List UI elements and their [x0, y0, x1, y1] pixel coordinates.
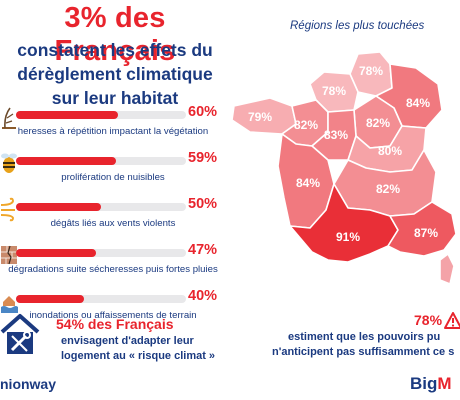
bar-category-label: heresses à répétition impactant la végét…	[17, 126, 209, 137]
bar	[16, 157, 117, 165]
drought-icon	[2, 107, 16, 129]
opinionway-logo: nionway	[0, 376, 57, 392]
bar-row: 59% prolifération de nuisibles	[0, 150, 230, 186]
bar-value-label: 50%	[188, 196, 218, 212]
map-region-label: 83%	[324, 128, 348, 142]
subtitle-line-2: dérèglement climatique	[17, 64, 213, 84]
warning-icon	[444, 312, 460, 329]
bar-track	[16, 249, 186, 257]
anticipation-headline: 78%	[414, 312, 443, 328]
bigmat-logo: BigM	[410, 374, 452, 394]
main-title: 3% des Français	[54, 2, 176, 67]
bar-row: 60% heresses à répétition impactant la v…	[0, 104, 230, 140]
bar-track	[16, 111, 186, 119]
bar-value-label: 60%	[188, 104, 218, 120]
map-region-label: 78%	[322, 84, 346, 98]
bar-category-label: dégâts liés aux vents violents	[50, 218, 176, 229]
bar-row: 50% dégâts liés aux vents violents	[0, 196, 230, 232]
map-region-label: 82%	[376, 182, 400, 196]
map-region-label: 87%	[414, 226, 438, 240]
bar-row: 47% dégradations suite sécheresses puis …	[0, 242, 230, 278]
wind-icon	[0, 197, 15, 222]
bar-track	[16, 203, 186, 211]
adapt-housing-text: envisagent d'adapter leur logement au « …	[61, 334, 246, 364]
bar	[16, 295, 84, 303]
flood-icon	[1, 296, 18, 313]
map-title: Régions les plus touchées	[290, 20, 425, 32]
bar-value-label: 47%	[188, 242, 218, 258]
bar-row: 40% inondations ou affaissements de terr…	[0, 288, 230, 324]
bar-track	[16, 295, 186, 303]
cracked-wall-icon	[1, 245, 17, 265]
map-region-label: 84%	[296, 176, 320, 190]
house-tools-icon	[0, 314, 40, 354]
bar-track	[16, 157, 186, 165]
bigmat-logo-part-2: M	[437, 374, 452, 393]
map-region-label: 80%	[378, 144, 402, 158]
bar-value-label: 59%	[188, 150, 218, 166]
wasp-icon	[1, 153, 17, 173]
map-region-label: 82%	[294, 118, 318, 132]
map-labels: 78% 78% 79% 82% 84% 82% 83% 80% 84% 82% 91% 87%	[248, 64, 438, 244]
bar-category-label: inondations ou affaissements de terrain	[29, 310, 197, 321]
bar-category-label: prolifération de nuisibles	[61, 172, 165, 183]
bar	[16, 249, 96, 257]
map-region-label: 78%	[359, 64, 383, 78]
map-region	[311, 109, 357, 161]
subtitle: constatent les effets du dérèglement cli…	[0, 38, 230, 110]
anticipation-line-1: estiment que les pouvoirs pu	[288, 331, 441, 343]
map-region-label: 84%	[406, 96, 430, 110]
adapt-housing-headline: 54% des Français	[56, 316, 174, 332]
bar-value-label: 40%	[188, 288, 218, 304]
map-region	[439, 253, 455, 285]
adapt-housing-stat: 54% des Français envisagent d'adapter le…	[56, 316, 246, 364]
bar	[16, 203, 101, 211]
map-region-label: 79%	[248, 110, 272, 124]
france-regions-map: 78% 78% 79% 82% 84% 82% 83% 80% 84% 82% 91% 87%	[231, 51, 457, 285]
adapt-housing-line-1: envisagent d'adapter leur	[61, 335, 194, 347]
map-region	[387, 201, 457, 257]
anticipation-line-2: n'anticipent pas suffisamment ce s	[272, 346, 455, 358]
bar-category-label: dégradations suite sécheresses puis fort…	[8, 264, 218, 275]
subtitle-line-1: constatent les effets du	[17, 40, 213, 60]
subtitle-line-3: sur leur habitat	[51, 88, 179, 108]
bigmat-logo-part-1: Big	[410, 374, 438, 393]
bar	[16, 111, 118, 119]
map-region-label: 91%	[336, 230, 360, 244]
adapt-housing-line-2: logement au « risque climat »	[61, 350, 216, 362]
map-region-label: 82%	[366, 116, 390, 130]
